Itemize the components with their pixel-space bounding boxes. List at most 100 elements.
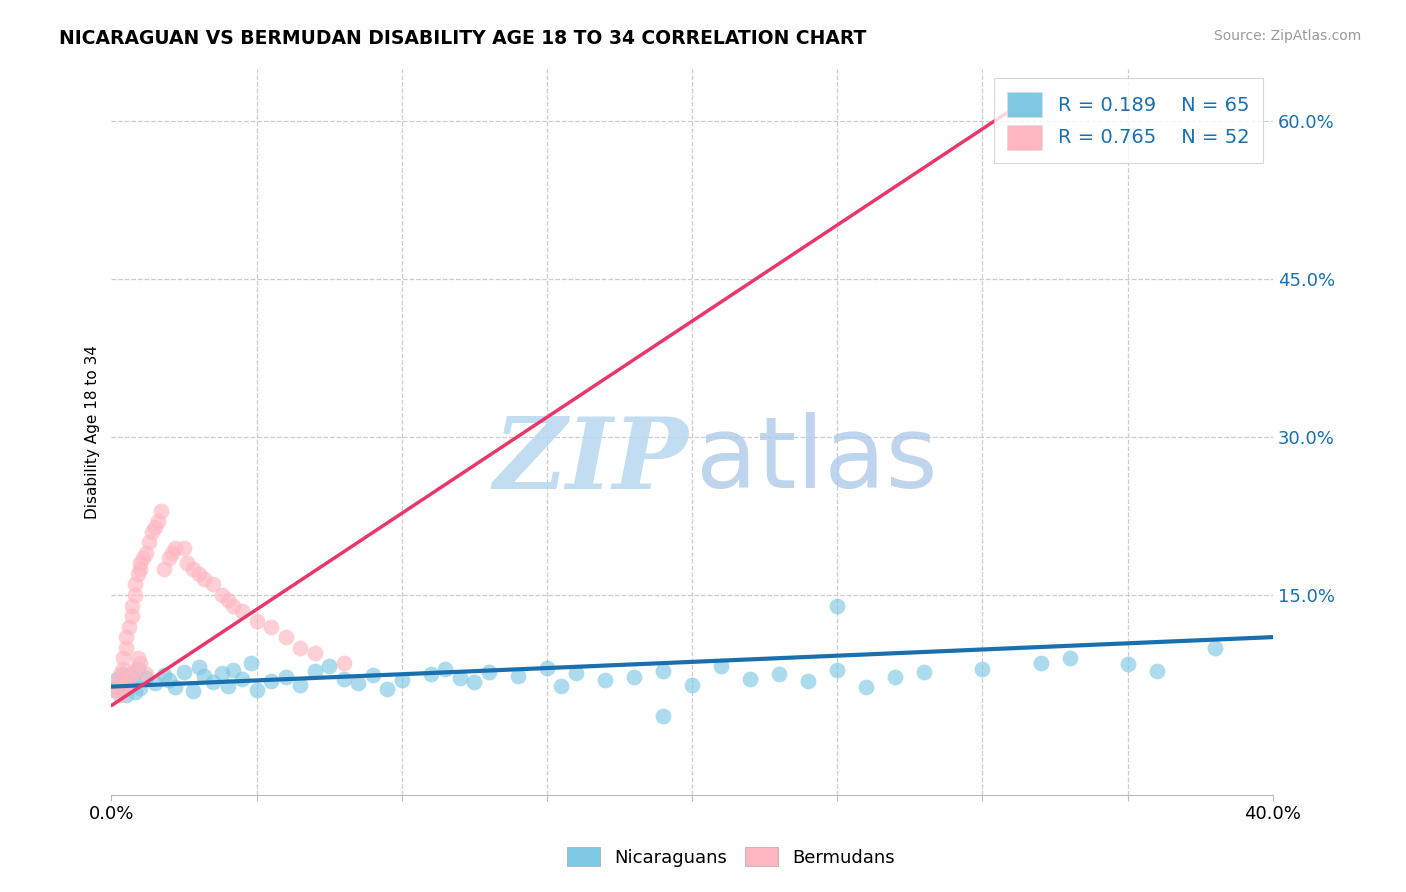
Point (245, 615, 267, 629)
Point (181, 683, 204, 698)
Point (111, 662, 134, 676)
Point (129, 562, 152, 576)
Point (375, 681, 398, 696)
Point (135, 546, 157, 560)
Point (288, 640, 311, 655)
Point (231, 672, 253, 686)
Point (193, 669, 215, 683)
Point (124, 577, 146, 591)
Point (1029, 657, 1052, 671)
Point (173, 665, 195, 679)
Text: ZIP: ZIP (494, 413, 689, 509)
Point (143, 519, 166, 533)
Point (118, 674, 141, 689)
Point (121, 667, 143, 681)
Point (152, 668, 174, 682)
Point (165, 680, 187, 694)
Point (1204, 640, 1226, 655)
Point (159, 673, 181, 688)
Point (434, 662, 457, 676)
Point (115, 688, 138, 702)
Point (108, 667, 131, 681)
Point (124, 685, 146, 699)
Text: Source: ZipAtlas.com: Source: ZipAtlas.com (1213, 29, 1361, 43)
Point (115, 677, 138, 691)
Point (740, 672, 762, 686)
Point (1146, 664, 1168, 678)
Point (449, 671, 471, 685)
Point (855, 680, 877, 694)
Point (105, 677, 128, 691)
Point (681, 677, 703, 691)
Point (115, 640, 138, 655)
Point (152, 562, 174, 576)
Point (318, 658, 340, 673)
Point (159, 551, 181, 566)
Point (193, 572, 215, 586)
Point (825, 599, 848, 613)
Point (972, 662, 994, 676)
Point (217, 679, 239, 693)
Point (419, 667, 441, 681)
Point (565, 665, 588, 680)
Point (181, 562, 204, 576)
Point (124, 662, 146, 676)
Point (222, 663, 245, 677)
Point (652, 709, 675, 723)
Point (332, 657, 354, 671)
Point (111, 667, 134, 681)
Point (347, 676, 370, 690)
Point (288, 677, 311, 691)
Point (108, 672, 131, 686)
Point (111, 651, 134, 665)
Legend: R = 0.189    N = 65, R = 0.765    N = 52: R = 0.189 N = 65, R = 0.765 N = 52 (994, 78, 1263, 163)
Point (165, 541, 187, 555)
Point (187, 659, 209, 673)
Text: NICARAGUAN VS BERMUDAN DISABILITY AGE 18 TO 34 CORRELATION CHART: NICARAGUAN VS BERMUDAN DISABILITY AGE 18… (59, 29, 866, 47)
Point (652, 664, 675, 678)
Point (1059, 651, 1081, 665)
Point (121, 670, 143, 684)
Point (506, 669, 529, 683)
Point (593, 673, 616, 688)
Point (260, 674, 283, 689)
Point (108, 677, 131, 691)
Point (132, 551, 155, 566)
Point (187, 566, 209, 581)
Point (245, 682, 267, 697)
Point (103, 682, 125, 697)
Point (912, 665, 935, 679)
Point (111, 682, 134, 697)
Text: atlas: atlas (696, 412, 938, 509)
Point (135, 671, 157, 685)
Point (884, 670, 907, 684)
Point (127, 566, 149, 581)
Point (797, 674, 820, 689)
Point (146, 514, 169, 528)
Point (162, 546, 184, 560)
Legend: Nicaraguans, Bermudans: Nicaraguans, Bermudans (560, 840, 903, 874)
Point (304, 646, 326, 660)
Point (536, 660, 558, 674)
Point (129, 557, 152, 571)
Y-axis label: Disability Age 18 to 34: Disability Age 18 to 34 (86, 345, 100, 519)
Point (260, 619, 283, 633)
Point (108, 688, 131, 702)
Point (173, 541, 195, 555)
Point (231, 604, 253, 618)
Point (149, 504, 172, 518)
Point (135, 667, 157, 681)
Point (222, 599, 245, 613)
Point (391, 673, 413, 688)
Point (274, 630, 297, 644)
Point (463, 675, 485, 690)
Point (105, 672, 128, 686)
Point (129, 681, 152, 695)
Point (103, 682, 125, 697)
Point (304, 664, 326, 678)
Point (118, 619, 141, 633)
Point (121, 599, 143, 613)
Point (127, 662, 149, 676)
Point (623, 670, 645, 684)
Point (239, 657, 262, 671)
